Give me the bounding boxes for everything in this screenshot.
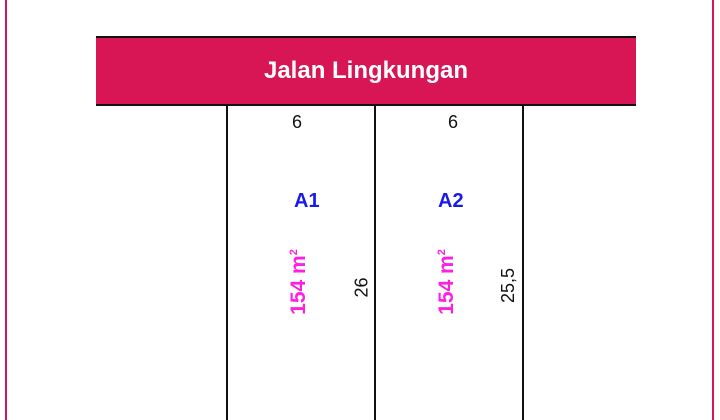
plot-a2-width: 6 [448,112,459,132]
plot-a1-side-length: 26 [351,277,372,298]
left-border [5,0,7,420]
plot-a2-id: A2 [438,190,464,212]
road-label: Jalan Lingkungan [263,57,469,84]
right-border [712,0,714,420]
plot-a2-side-length: 25,5 [498,267,519,304]
plot-boundary-middle [374,104,376,420]
plot-boundary-left [226,104,228,420]
road-band: Jalan Lingkungan [96,36,636,106]
plot-boundary-right [522,104,524,420]
plot-a1-width: 6 [292,112,303,132]
plot-a1-area: 154 m2 [286,249,310,315]
plot-a2-area: 154 m2 [434,249,458,315]
plot-a1-id: A1 [294,190,320,212]
